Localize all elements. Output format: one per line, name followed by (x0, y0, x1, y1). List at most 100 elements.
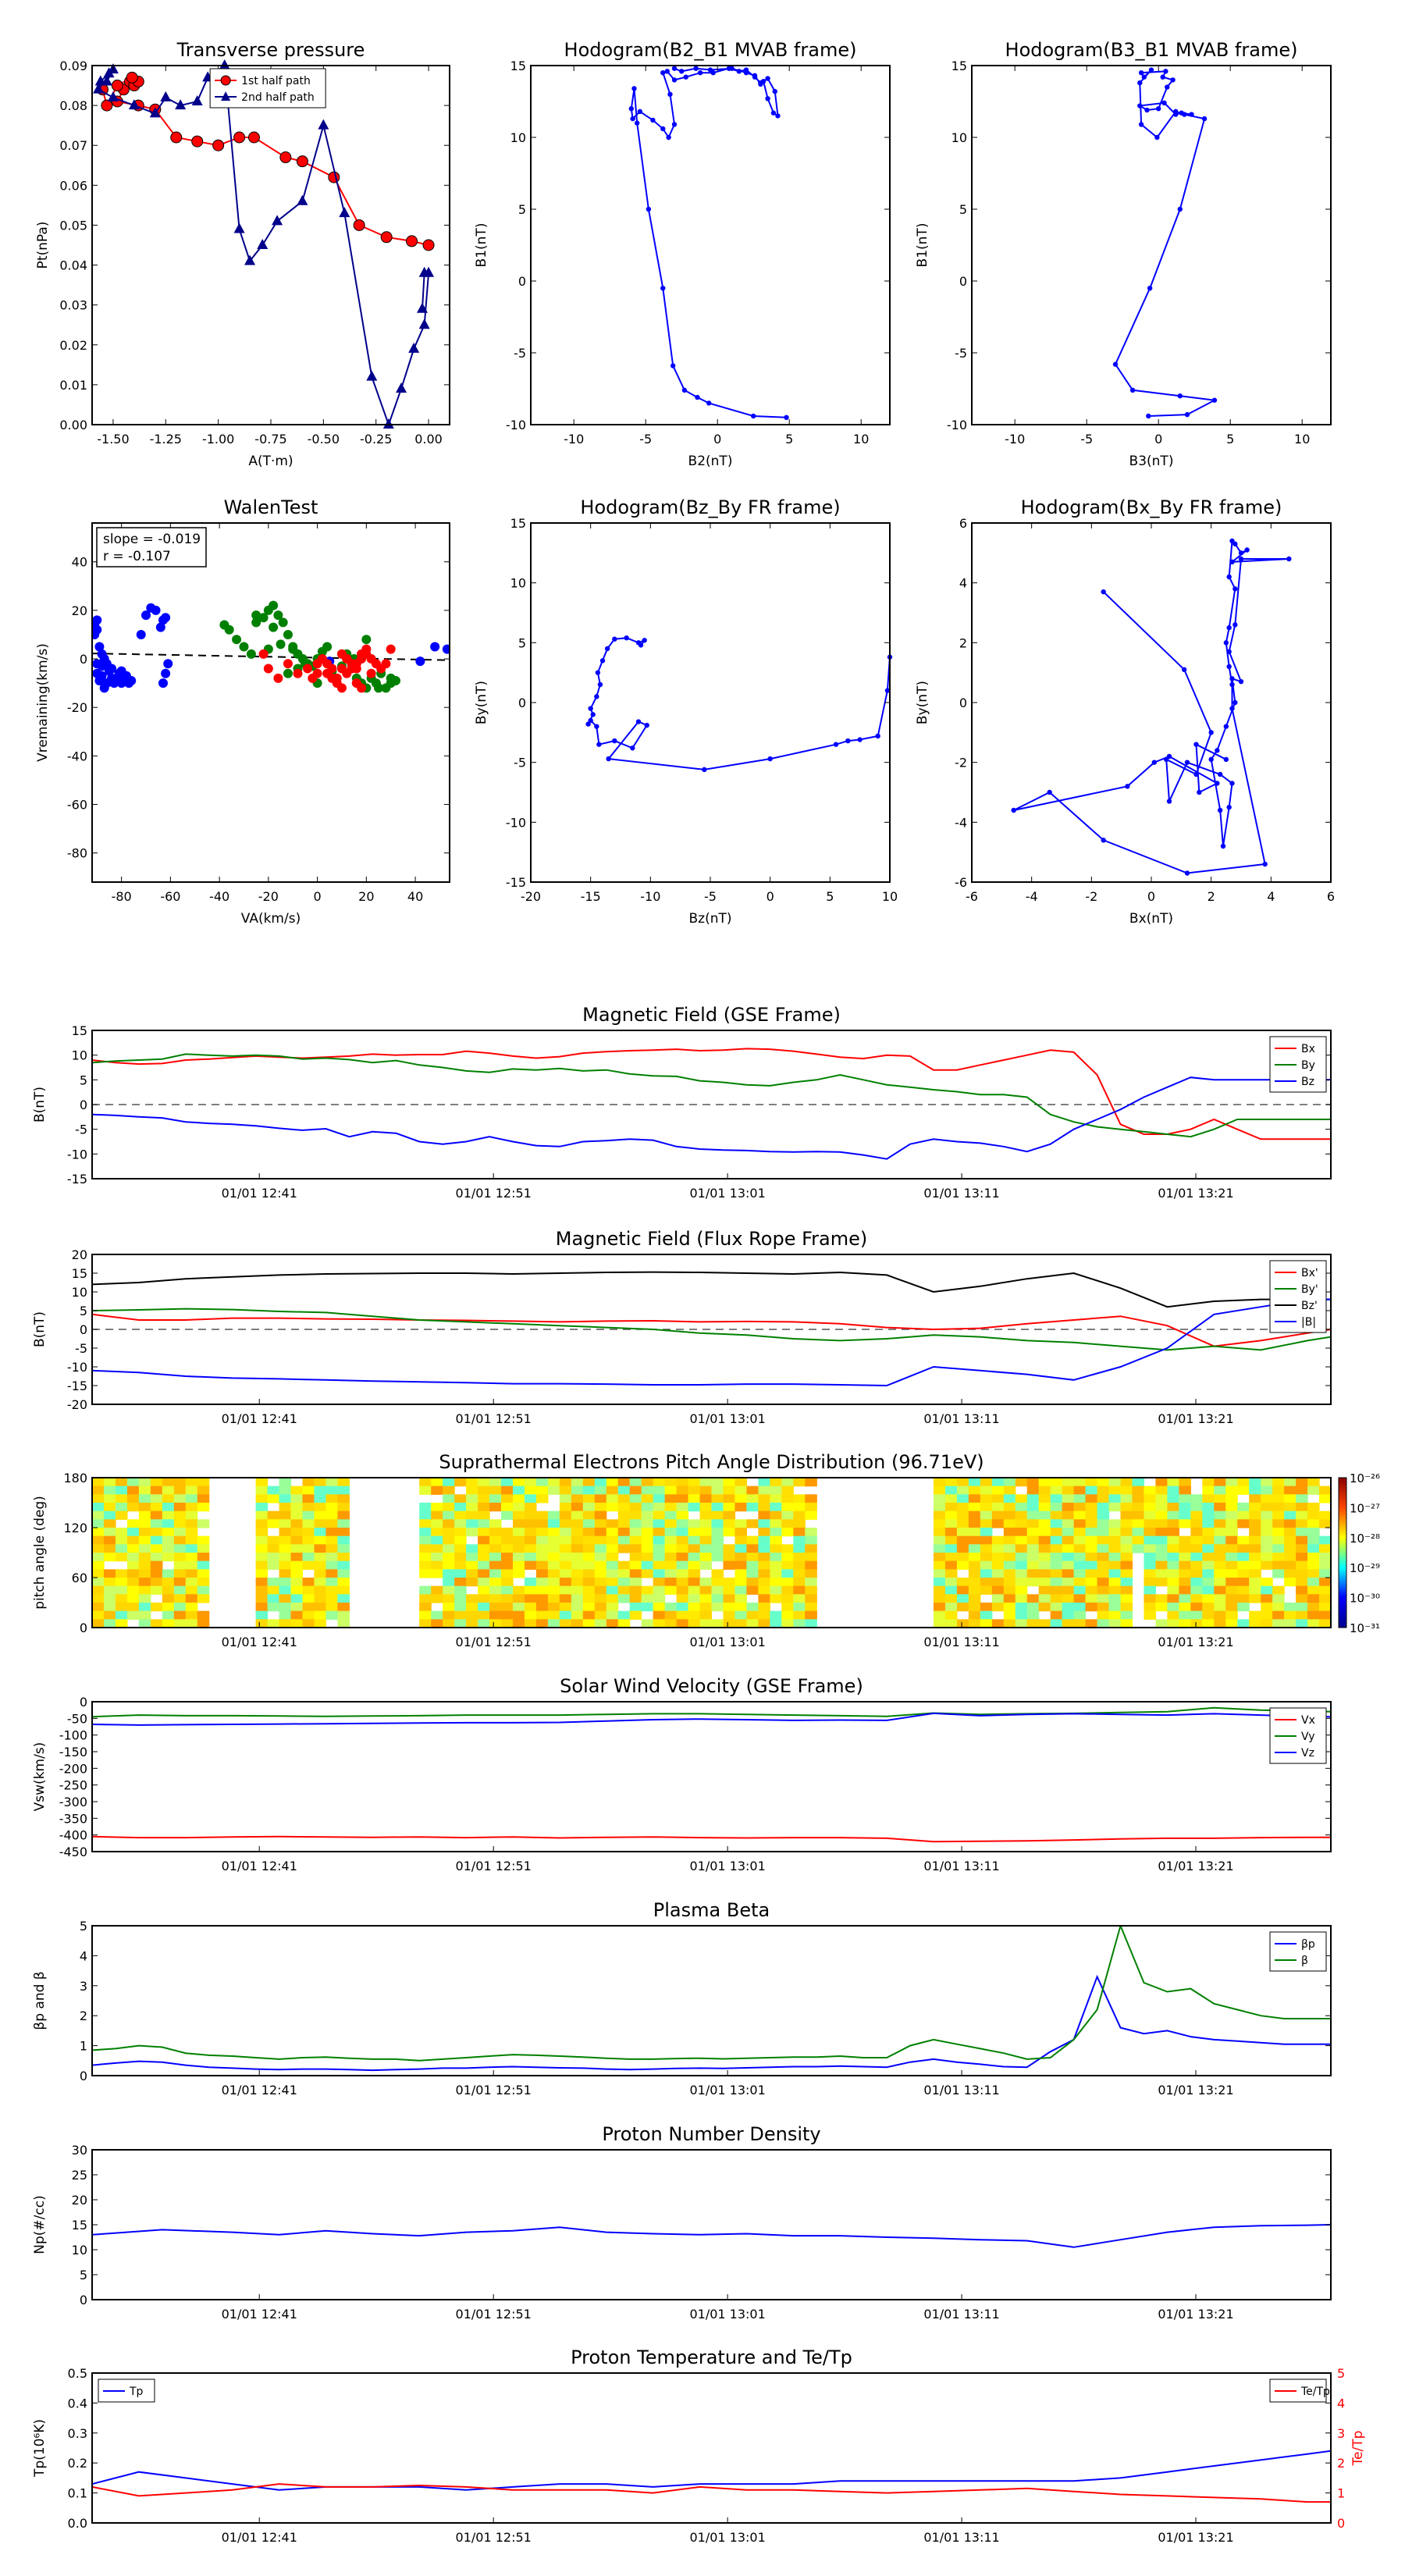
colorbar-tick-label: 10⁻²⁷ (1350, 1501, 1380, 1515)
heatmap-cell (944, 1544, 958, 1553)
heatmap-cell (1015, 1553, 1028, 1562)
data-point (758, 81, 763, 87)
heatmap-cell (489, 1594, 502, 1603)
heatmap-cell (1284, 1478, 1297, 1487)
heatmap-cell (1261, 1519, 1273, 1528)
heatmap-cell (944, 1510, 958, 1520)
heatmap-cell (1179, 1535, 1191, 1545)
x-tick-label: 01/01 12:41 (222, 1186, 297, 1201)
data-point (1208, 730, 1214, 735)
heatmap-cell (1214, 1569, 1226, 1578)
heatmap-cell (1249, 1553, 1261, 1562)
heatmap-cell (944, 1569, 958, 1578)
heatmap-cell (758, 1578, 770, 1587)
heatmap-cell (956, 1560, 969, 1570)
heatmap-cell (617, 1519, 631, 1528)
heatmap-cell (1085, 1585, 1098, 1595)
heatmap-cell (1144, 1560, 1157, 1570)
heatmap-cell (173, 1619, 187, 1628)
data-point (303, 664, 313, 674)
data-point (667, 91, 673, 98)
y-tick-label: 20 (72, 2193, 87, 2208)
heatmap-cell (501, 1619, 514, 1628)
heatmap-cell (1003, 1528, 1016, 1537)
heatmap-cell (1038, 1478, 1051, 1487)
heatmap-cell (1132, 1503, 1145, 1512)
heatmap-cell (606, 1528, 619, 1537)
heatmap-cell (1062, 1553, 1075, 1562)
heatmap-cell (980, 1619, 993, 1628)
data-point (612, 738, 617, 744)
heatmap-cell (1284, 1553, 1297, 1562)
heatmap-cell (664, 1569, 678, 1578)
data-point (646, 206, 652, 212)
heatmap-cell (991, 1535, 1005, 1545)
heatmap-cell (103, 1535, 116, 1545)
heatmap-cell (1272, 1553, 1285, 1562)
heatmap-cell (103, 1478, 116, 1487)
heatmap-cell (337, 1569, 350, 1578)
x-axis-label: A(T·m) (248, 454, 293, 469)
heatmap-cell (1085, 1494, 1098, 1503)
heatmap-cell (478, 1528, 490, 1537)
heatmap-cell (559, 1585, 572, 1595)
data-point (381, 659, 391, 669)
heatmap-cell (1179, 1510, 1191, 1520)
heatmap-cell (571, 1519, 584, 1528)
heatmap-cell (173, 1485, 187, 1495)
heatmap-cell (793, 1560, 806, 1570)
heatmap-cell (1225, 1578, 1238, 1587)
annotation-text: slope = -0.019 (103, 532, 201, 547)
heatmap-cell (723, 1544, 736, 1553)
heatmap-cell (1132, 1528, 1145, 1537)
heatmap-cell (711, 1578, 724, 1587)
x-tick-label: 10 (1294, 432, 1310, 447)
heatmap-cell (1085, 1528, 1098, 1537)
heatmap-cell (162, 1494, 175, 1503)
heatmap-cell (454, 1544, 467, 1553)
heatmap-cell (571, 1594, 584, 1603)
heatmap-cell (793, 1503, 806, 1512)
data-point (1177, 206, 1183, 212)
heatmap-cell (185, 1510, 198, 1520)
heatmap-cell (314, 1485, 327, 1495)
heatmap-cell (454, 1503, 467, 1512)
heatmap-cell (302, 1510, 315, 1520)
heatmap-cell (302, 1478, 315, 1487)
series-line-By' (92, 1308, 1331, 1351)
heatmap-cell (103, 1485, 116, 1495)
heatmap-cell (991, 1485, 1005, 1495)
data-point (374, 683, 384, 693)
heatmap-cell (944, 1485, 958, 1495)
heatmap-cell (185, 1494, 198, 1503)
heatmap-cell (1073, 1485, 1087, 1495)
heatmap-cell (314, 1503, 327, 1512)
heatmap-cell (1015, 1610, 1028, 1620)
heatmap-cell (770, 1478, 782, 1487)
data-point (604, 646, 610, 652)
x-tick-label: 01/01 13:01 (689, 1411, 765, 1426)
heatmap-cell (267, 1553, 280, 1562)
heatmap-cell (466, 1494, 478, 1503)
heatmap-cell (641, 1560, 654, 1570)
legend-label: Bx (1301, 1043, 1315, 1055)
series-line-Bx (92, 1048, 1331, 1140)
data-point (1238, 550, 1244, 556)
heatmap-cell (173, 1578, 187, 1587)
heatmap-cell (1038, 1585, 1051, 1595)
data-point (772, 88, 777, 94)
legend-marker (220, 75, 231, 86)
heatmap-cell (1249, 1494, 1261, 1503)
data-point (357, 683, 367, 693)
chart-mf_fr: Magnetic Field (Flux Rope Frame)-20-15-1… (32, 1228, 1332, 1426)
plot-border (91, 65, 450, 425)
heatmap-cell (512, 1485, 525, 1495)
x-tick-label: -1.25 (150, 432, 182, 447)
heatmap-cell (617, 1594, 631, 1603)
heatmap-cell (653, 1610, 666, 1620)
data-point (1262, 861, 1268, 867)
heatmap-cell (443, 1478, 455, 1487)
heatmap-cell (746, 1603, 759, 1612)
heatmap-cell (793, 1553, 806, 1562)
